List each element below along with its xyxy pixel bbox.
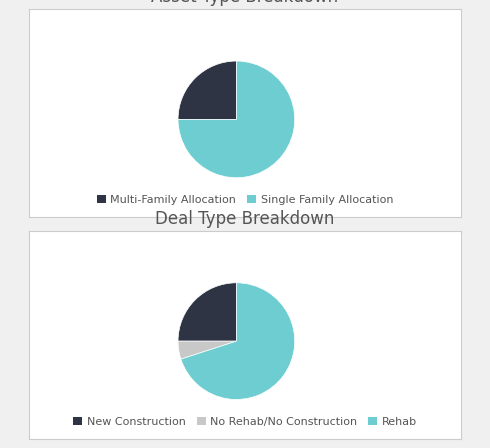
Title: Asset Type Breakdown: Asset Type Breakdown bbox=[151, 0, 339, 6]
Legend: Multi-Family Allocation, Single Family Allocation: Multi-Family Allocation, Single Family A… bbox=[93, 191, 397, 210]
Title: Deal Type Breakdown: Deal Type Breakdown bbox=[155, 210, 335, 228]
Legend: New Construction, No Rehab/No Construction, Rehab: New Construction, No Rehab/No Constructi… bbox=[69, 413, 421, 431]
